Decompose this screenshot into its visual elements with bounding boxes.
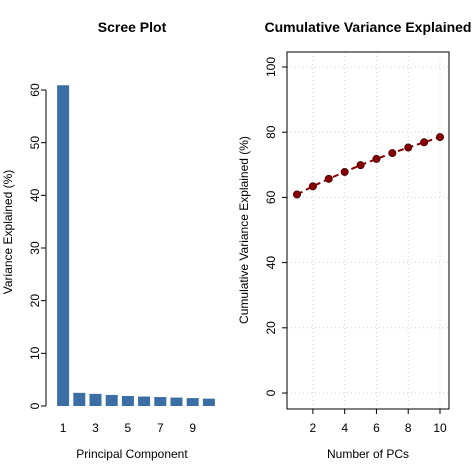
cumulative-x-tick-label: 10 <box>433 421 447 435</box>
cumulative-x-tick-label: 2 <box>310 421 317 435</box>
scree-plot-bars <box>57 85 215 406</box>
scree-x-tick-label: 5 <box>125 421 132 435</box>
cumulative-x-tick-label: 4 <box>341 421 348 435</box>
scree-y-tick-label: 0 <box>28 402 42 409</box>
cumulative-point-pc8 <box>404 143 413 152</box>
scree-plot-x-ticks: 1 3 5 7 9 <box>60 421 197 435</box>
scree-y-tick-label: 50 <box>28 136 42 150</box>
cumulative-point-pc6 <box>372 154 381 163</box>
cumulative-y-tick-label: 100 <box>264 57 278 77</box>
cumulative-plot-xlabel: Number of PCs <box>327 447 409 461</box>
cumulative-y-tick-label: 0 <box>264 389 278 396</box>
scree-y-tick-label: 10 <box>28 346 42 360</box>
scree-bar-pc8 <box>170 397 183 406</box>
scree-y-tick-label: 60 <box>28 83 42 97</box>
scree-plot-y-ticks: 0 10 20 30 40 50 60 <box>28 83 46 409</box>
cumulative-plot-panel: Cumulative Variance Explained Number of … <box>237 19 471 461</box>
scree-x-tick-label: 3 <box>92 421 99 435</box>
cumulative-plot-grid <box>287 52 449 409</box>
cumulative-plot-x-ticks: 2 4 6 8 10 <box>310 409 447 435</box>
cumulative-y-tick-label: 40 <box>264 256 278 270</box>
scree-y-tick-label: 20 <box>28 294 42 308</box>
cumulative-y-tick-label: 20 <box>264 321 278 335</box>
cumulative-point-pc2 <box>308 182 317 191</box>
cumulative-point-pc9 <box>420 138 429 147</box>
scree-bar-pc4 <box>105 394 118 406</box>
scree-x-tick-label: 1 <box>60 421 67 435</box>
cumulative-point-pc3 <box>324 174 333 183</box>
cumulative-series-line <box>296 136 441 196</box>
scree-plot-xlabel: Principal Component <box>76 447 188 461</box>
scree-plot-ylabel: Variance Explained (%) <box>1 170 15 295</box>
scree-bar-pc3 <box>89 393 102 406</box>
scree-y-tick-label: 40 <box>28 188 42 202</box>
scree-bar-pc6 <box>138 396 151 406</box>
scree-bar-pc7 <box>154 397 167 406</box>
scree-bar-pc1 <box>57 85 70 406</box>
scree-plot-title: Scree Plot <box>98 19 167 35</box>
scree-bar-pc10 <box>202 398 215 406</box>
cumulative-plot-series <box>292 133 444 199</box>
scree-bar-pc2 <box>73 392 86 406</box>
cumulative-plot-y-ticks: 0 20 40 60 80 100 <box>264 57 287 396</box>
cumulative-plot-title: Cumulative Variance Explained <box>265 19 472 35</box>
scree-plot-panel: Scree Plot Principal Component Variance … <box>1 19 215 461</box>
cumulative-plot-frame <box>286 51 450 410</box>
cumulative-y-tick-label: 60 <box>264 190 278 204</box>
cumulative-x-tick-label: 6 <box>373 421 380 435</box>
scree-bar-pc9 <box>186 398 199 406</box>
cumulative-y-tick-label: 80 <box>264 125 278 139</box>
cumulative-point-pc10 <box>435 133 444 142</box>
scree-y-tick-label: 30 <box>28 241 42 255</box>
scree-x-tick-label: 7 <box>157 421 164 435</box>
cumulative-point-pc1 <box>292 190 301 199</box>
cumulative-point-pc5 <box>356 161 365 170</box>
scree-bar-pc5 <box>121 395 134 406</box>
cumulative-point-pc7 <box>388 149 397 158</box>
cumulative-point-pc4 <box>340 167 349 176</box>
cumulative-x-tick-label: 8 <box>405 421 412 435</box>
cumulative-plot-ylabel: Cumulative Variance Explained (%) <box>237 136 251 324</box>
scree-x-tick-label: 9 <box>189 421 196 435</box>
